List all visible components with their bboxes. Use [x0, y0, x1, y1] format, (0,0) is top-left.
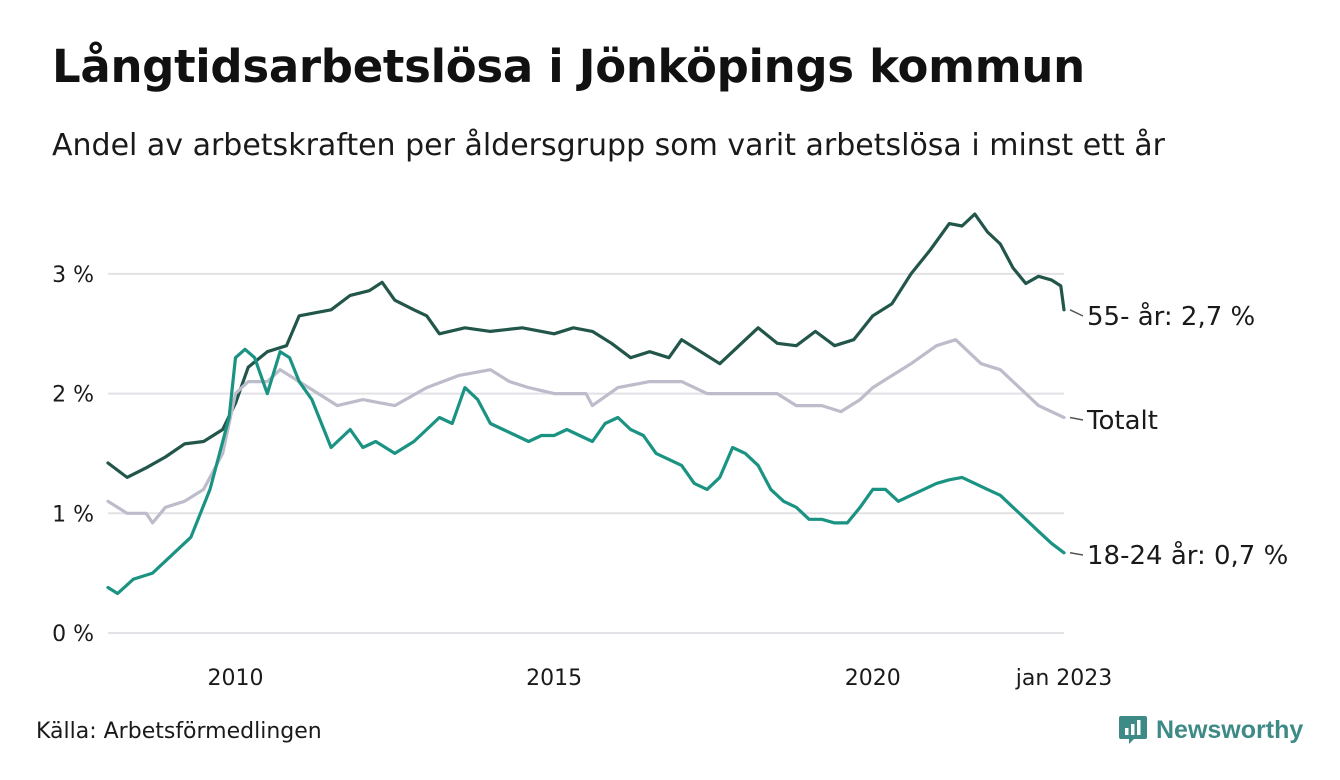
end-label-leader — [1069, 416, 1084, 421]
series-line-0 — [106, 212, 1066, 479]
x-axis-tick-labels: 2010 2015 2020 jan 2023 — [207, 666, 1112, 691]
brand-logo[interactable]: Newsworthy — [1118, 714, 1303, 746]
x-tick-label: 2010 — [207, 666, 263, 691]
x-tick-label: 2020 — [845, 666, 901, 691]
series-line-2 — [106, 347, 1066, 596]
end-label-leader — [1069, 552, 1084, 556]
series-end-labels: 55- år: 2,7 % Totalt 18-24 år: 0,7 % — [1069, 301, 1288, 571]
series-end-label: Totalt — [1086, 406, 1158, 436]
series-end-label: 18-24 år: 0,7 % — [1087, 540, 1288, 571]
chart-subtitle: Andel av arbetskraften per åldersgrupp s… — [52, 128, 1165, 163]
y-tick-label: 0 % — [52, 622, 94, 647]
series-end-label: 55- år: 2,7 % — [1087, 301, 1255, 332]
bar-chart-speech-bubble-icon — [1119, 716, 1147, 744]
chart-title: Långtidsarbetslösa i Jönköpings kommun — [52, 40, 1085, 93]
x-tick-label: 2015 — [526, 666, 582, 691]
x-tick-label: jan 2023 — [1015, 666, 1113, 691]
y-tick-label: 1 % — [52, 502, 94, 527]
end-label-leader — [1069, 309, 1084, 317]
source-note: Källa: Arbetsförmedlingen — [36, 719, 322, 744]
series-lines — [106, 212, 1066, 596]
gridlines — [108, 272, 1064, 634]
y-axis-tick-labels: 0 % 1 % 2 % 3 % — [52, 263, 94, 647]
y-tick-label: 2 % — [52, 383, 94, 408]
brand-name: Newsworthy — [1156, 715, 1304, 744]
series-line-1 — [106, 338, 1066, 525]
y-tick-label: 3 % — [52, 263, 94, 288]
